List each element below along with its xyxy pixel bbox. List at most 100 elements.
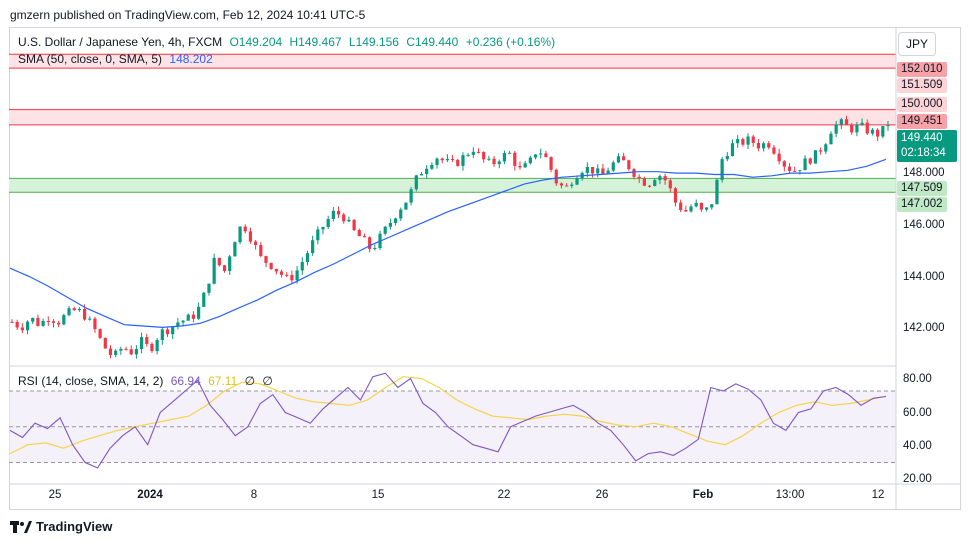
candle-body xyxy=(357,230,361,237)
candle-body xyxy=(533,154,538,158)
candle-body xyxy=(736,139,740,144)
candle-body xyxy=(269,262,273,269)
candle-body xyxy=(150,343,154,352)
currency-button[interactable]: JPY xyxy=(898,32,936,56)
bar-countdown: 02:18:34 xyxy=(901,147,946,159)
candle-body xyxy=(492,158,496,165)
candle-body xyxy=(715,179,719,205)
candle-body xyxy=(165,329,170,335)
rsi-axis-label: 20.00 xyxy=(903,473,932,485)
support-zone xyxy=(9,178,896,193)
candle-body xyxy=(565,185,569,187)
candle-body xyxy=(197,306,201,319)
price-tag-150000: 150.000 xyxy=(897,97,947,112)
candle-body xyxy=(855,124,859,133)
tradingview-logo[interactable]: TradingView xyxy=(10,519,112,534)
candle-body xyxy=(523,163,527,168)
candle-body xyxy=(497,161,501,165)
candle-body xyxy=(10,321,14,323)
time-axis-label: 2024 xyxy=(137,489,163,501)
price-tag-151509: 151.509 xyxy=(897,78,947,93)
candle-body xyxy=(725,156,729,160)
candle-body xyxy=(632,169,636,177)
rsi-label: RSI (14, close, SMA, 14, 2) xyxy=(18,374,164,388)
price-axis-label: 146.000 xyxy=(903,219,945,231)
ohlc-high: H149.467 xyxy=(289,35,342,49)
candle-body xyxy=(829,133,833,145)
candle-body xyxy=(207,283,211,293)
candle-body xyxy=(772,147,776,154)
candle-body xyxy=(596,168,600,174)
candle-body xyxy=(513,152,517,166)
candle-body xyxy=(248,231,253,242)
candle-body xyxy=(228,256,232,271)
symbol-legend[interactable]: U.S. Dollar / Japanese Yen, 4h, FXCM O14… xyxy=(18,35,559,49)
price-axis-label: 144.000 xyxy=(903,271,945,283)
rsi-extra-2: ∅ xyxy=(262,374,273,388)
candle-body xyxy=(62,315,66,325)
tradingview-logo-icon xyxy=(10,520,32,533)
candle-body xyxy=(82,308,87,320)
candle-body xyxy=(819,150,823,152)
candle-body xyxy=(352,219,356,231)
candle-body xyxy=(616,156,621,163)
last-price: 149.440 xyxy=(901,132,943,144)
candle-body xyxy=(342,214,346,222)
candle-body xyxy=(544,153,548,158)
rsi-value: 66.94 xyxy=(170,374,201,388)
candle-body xyxy=(518,165,522,168)
candle-body xyxy=(41,320,45,326)
candle-body xyxy=(482,151,486,160)
rsi-extra-1: ∅ xyxy=(244,374,256,388)
candle-body xyxy=(393,218,398,223)
candle-body xyxy=(585,167,589,173)
candle-body xyxy=(741,139,745,145)
candle-body xyxy=(756,142,761,149)
candle-body xyxy=(761,143,766,149)
candle-body xyxy=(886,125,890,127)
candle-body xyxy=(466,154,470,156)
candle-body xyxy=(336,210,341,215)
candle-body xyxy=(642,178,646,186)
candle-body xyxy=(601,168,605,175)
candle-body xyxy=(108,348,113,356)
candle-body xyxy=(730,143,735,157)
candle-body xyxy=(331,210,335,219)
candle-body xyxy=(202,292,206,307)
candle-body xyxy=(653,180,657,186)
candle-body xyxy=(487,158,491,160)
rsi-legend[interactable]: RSI (14, close, SMA, 14, 2) 66.94 67.11 … xyxy=(18,374,277,388)
candle-body xyxy=(362,236,367,238)
candle-body xyxy=(798,170,802,172)
candle-body xyxy=(305,253,310,263)
candle-body xyxy=(850,124,854,133)
time-axis-label: 8 xyxy=(250,489,258,501)
candle-body xyxy=(88,318,92,320)
candle-body xyxy=(590,167,595,174)
sma-label: SMA (50, close, 0, SMA, 5) xyxy=(18,52,163,66)
candle-body xyxy=(528,157,532,164)
candle-body xyxy=(404,202,408,210)
symbol-name: U.S. Dollar / Japanese Yen, 4h, FXCM xyxy=(18,35,223,49)
candle-body xyxy=(15,321,19,328)
candle-body xyxy=(787,166,792,171)
candle-body xyxy=(720,159,724,180)
candle-body xyxy=(679,202,683,211)
price-tag-149451: 149.451 xyxy=(897,114,947,129)
candle-body xyxy=(767,143,771,148)
price-tag-152010: 152.010 xyxy=(897,62,947,77)
candle-body xyxy=(870,129,875,134)
candle-body xyxy=(290,274,294,281)
sma-legend[interactable]: SMA (50, close, 0, SMA, 5) 148.202 xyxy=(18,52,217,66)
candle-body xyxy=(502,153,507,162)
candle-body xyxy=(93,318,97,330)
price-change: +0.236 (+0.16%) xyxy=(465,35,556,49)
candle-body xyxy=(139,337,144,350)
candle-body xyxy=(383,226,387,234)
candle-body xyxy=(145,337,149,344)
candle-body xyxy=(254,241,258,246)
candle-body xyxy=(554,169,558,184)
candle-body xyxy=(834,124,838,134)
candle-body xyxy=(813,150,818,164)
